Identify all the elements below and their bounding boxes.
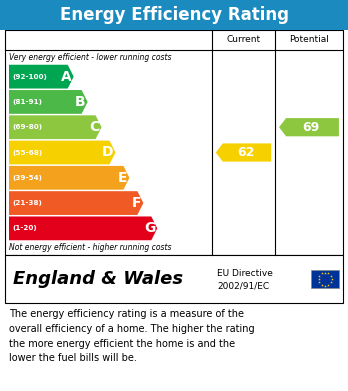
Text: 69: 69 <box>302 121 319 134</box>
Text: (1-20): (1-20) <box>12 225 37 231</box>
Text: 62: 62 <box>237 146 254 159</box>
Text: E: E <box>118 171 127 185</box>
Polygon shape <box>9 191 143 215</box>
Bar <box>0 0 348 30</box>
Text: (81-91): (81-91) <box>12 99 42 105</box>
Text: (21-38): (21-38) <box>12 200 42 206</box>
Bar <box>311 270 339 288</box>
Polygon shape <box>9 217 157 240</box>
Text: D: D <box>102 145 113 160</box>
Polygon shape <box>9 141 116 164</box>
Text: 2002/91/EC: 2002/91/EC <box>217 282 269 291</box>
Polygon shape <box>9 115 102 139</box>
Text: B: B <box>75 95 86 109</box>
Polygon shape <box>9 166 129 190</box>
Text: F: F <box>132 196 141 210</box>
Text: Not energy efficient - higher running costs: Not energy efficient - higher running co… <box>9 244 172 253</box>
Text: (92-100): (92-100) <box>12 74 47 80</box>
Text: EU Directive: EU Directive <box>217 269 273 278</box>
Text: Potential: Potential <box>289 36 329 45</box>
Bar <box>5 255 343 303</box>
Text: England & Wales: England & Wales <box>13 270 183 288</box>
Text: The energy efficiency rating is a measure of the
overall efficiency of a home. T: The energy efficiency rating is a measur… <box>9 309 255 363</box>
Text: Current: Current <box>227 36 261 45</box>
Polygon shape <box>279 118 339 136</box>
Text: Energy Efficiency Rating: Energy Efficiency Rating <box>60 6 288 24</box>
Polygon shape <box>9 90 88 114</box>
Text: Very energy efficient - lower running costs: Very energy efficient - lower running co… <box>9 52 172 61</box>
Text: (55-68): (55-68) <box>12 149 42 156</box>
Text: G: G <box>144 221 155 235</box>
Text: A: A <box>61 70 72 84</box>
Text: (69-80): (69-80) <box>12 124 42 130</box>
Bar <box>5 30 343 255</box>
Text: C: C <box>89 120 100 134</box>
Polygon shape <box>9 65 74 88</box>
Text: (39-54): (39-54) <box>12 175 42 181</box>
Polygon shape <box>216 143 271 161</box>
